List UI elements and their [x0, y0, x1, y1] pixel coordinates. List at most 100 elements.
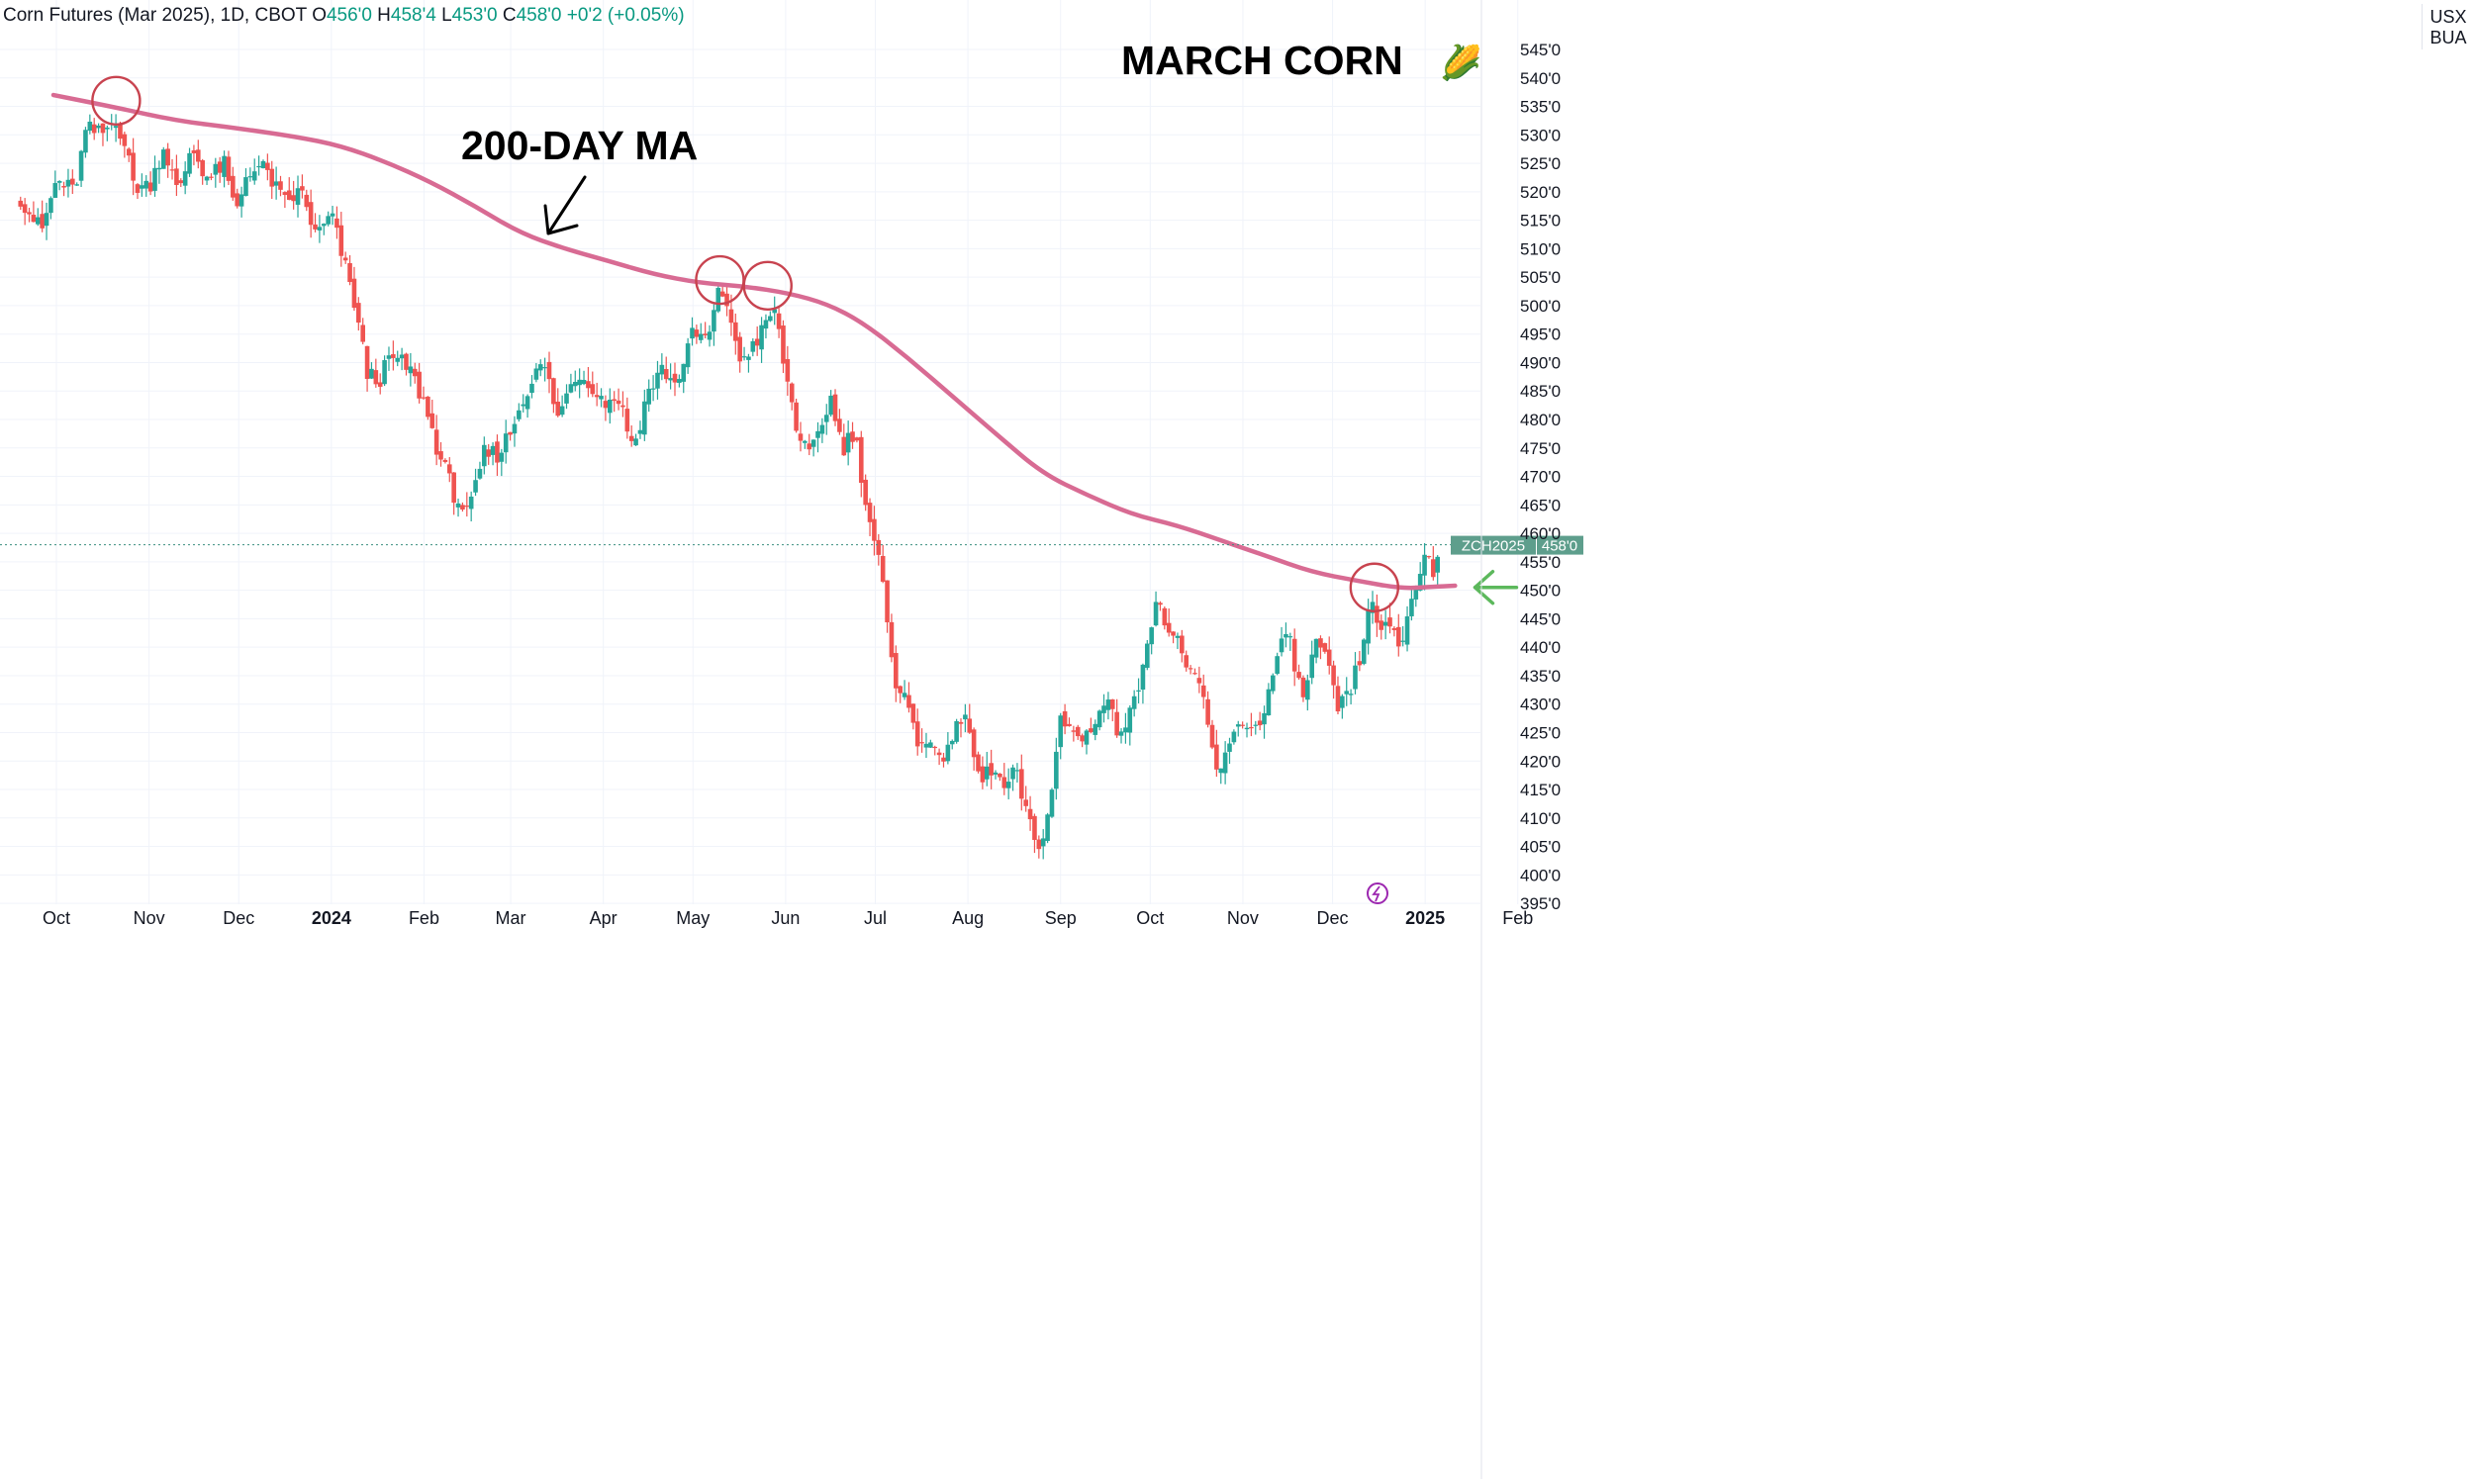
- candle-body: [22, 204, 28, 214]
- candle-body: [902, 693, 907, 697]
- candle-body: [334, 218, 339, 229]
- candle-body: [807, 443, 812, 450]
- candle-body: [304, 194, 310, 208]
- y-tick-label: 510'0: [1520, 239, 1561, 258]
- markers: ZCH2025 458'0: [0, 75, 1583, 904]
- candle-body: [100, 123, 106, 134]
- candle-body: [794, 402, 799, 431]
- candle-body: [1426, 556, 1432, 558]
- candle-body: [83, 130, 88, 153]
- candle-body: [404, 353, 409, 370]
- candle-body: [429, 413, 435, 428]
- x-tick-label: Dec: [223, 908, 254, 928]
- candle-body: [741, 356, 747, 358]
- candle-body: [608, 399, 613, 414]
- candle-body: [18, 200, 24, 207]
- candle-body: [1231, 731, 1237, 743]
- candle-body: [1145, 643, 1150, 669]
- candle-body: [1071, 730, 1077, 732]
- candle-body: [1175, 635, 1181, 638]
- y-tick-label: 435'0: [1520, 667, 1561, 686]
- candle-body: [1205, 698, 1210, 725]
- x-tick-label: Aug: [952, 908, 984, 928]
- candle-body: [1184, 655, 1189, 668]
- currency-unit-button[interactable]: USX: [2422, 4, 2474, 30]
- candle-body: [1180, 635, 1185, 654]
- candle-body: [191, 149, 197, 153]
- candle-body: [971, 729, 977, 758]
- candle-body: [1109, 698, 1115, 709]
- candle-body: [1019, 769, 1024, 799]
- candle-body: [152, 167, 157, 191]
- candle-body: [707, 331, 713, 340]
- candle-body: [728, 309, 734, 324]
- candle-body: [105, 127, 110, 130]
- candle-body: [399, 354, 405, 359]
- candle-body: [1027, 808, 1033, 820]
- candle-body: [854, 437, 860, 441]
- candle-body: [633, 438, 638, 446]
- symbol-legend[interactable]: Corn Futures (Mar 2025), 1D, CBOT O456'0…: [3, 5, 685, 27]
- candle-body: [1382, 621, 1388, 626]
- candle-body: [642, 401, 647, 435]
- x-tick-label: Nov: [134, 908, 165, 928]
- candle-body: [1101, 705, 1106, 713]
- candle-body: [703, 333, 708, 335]
- candle-body: [1318, 638, 1323, 648]
- candle-body: [503, 433, 509, 453]
- candle-body: [269, 168, 275, 187]
- candle-body: [426, 396, 430, 417]
- candle-body: [841, 436, 847, 456]
- candle-body: [1240, 724, 1245, 726]
- y-tick-label: 430'0: [1520, 696, 1561, 714]
- candle-body: [477, 468, 483, 479]
- grid-layer: [0, 0, 1519, 904]
- x-tick-label: 2024: [312, 908, 351, 928]
- candle-body: [209, 176, 214, 178]
- candle-body: [810, 439, 816, 447]
- candle-body: [330, 213, 335, 217]
- high-label: H: [377, 5, 391, 26]
- candle-body: [828, 395, 833, 416]
- candle-body: [781, 325, 786, 364]
- candle-body: [559, 406, 565, 416]
- candle-body: [880, 555, 886, 582]
- candle-body: [858, 436, 864, 483]
- candle-body: [1140, 664, 1146, 691]
- candle-body: [867, 503, 873, 522]
- candle-body: [923, 743, 929, 748]
- candle-body: [1114, 711, 1119, 736]
- candle-body: [35, 217, 41, 225]
- candle-body: [1422, 554, 1427, 576]
- candle-body: [1313, 638, 1319, 658]
- y-tick-label: 505'0: [1520, 268, 1561, 287]
- candle-body: [590, 384, 596, 395]
- candle-body: [1257, 720, 1263, 726]
- candle-body: [238, 194, 244, 207]
- candle-body: [408, 366, 414, 374]
- candle-body: [1344, 691, 1350, 695]
- candle-body: [377, 382, 383, 387]
- candle-body: [386, 355, 392, 359]
- candle-body: [685, 343, 691, 368]
- y-tick-label: 530'0: [1520, 126, 1561, 144]
- candle-body: [850, 431, 855, 442]
- candle-body: [620, 405, 625, 408]
- candle-body: [508, 431, 513, 435]
- candle-body: [694, 329, 700, 337]
- x-tick-label: Feb: [1502, 908, 1533, 928]
- candle-body: [954, 720, 959, 742]
- title-text: MARCH CORN: [1121, 38, 1403, 83]
- candle-body: [1093, 723, 1098, 735]
- candle-body: [256, 165, 261, 168]
- price-unit-button[interactable]: BUA: [2422, 26, 2474, 49]
- candle-body: [537, 364, 543, 371]
- open-value: 456'0: [326, 5, 372, 26]
- candle-body: [265, 162, 270, 170]
- candle-body: [1357, 661, 1363, 666]
- candle-body: [655, 372, 660, 389]
- y-tick-label: 485'0: [1520, 382, 1561, 401]
- y-tick-label: 535'0: [1520, 98, 1561, 117]
